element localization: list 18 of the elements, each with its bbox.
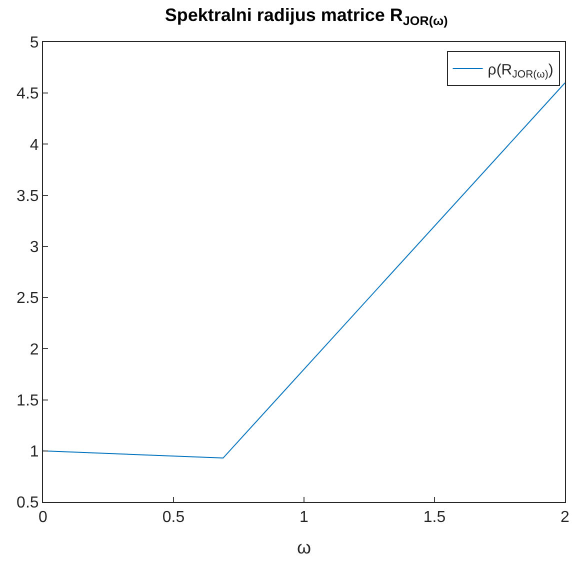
y-tick-label: 0.5 (16, 494, 39, 512)
x-tick-label: 1 (300, 509, 309, 526)
y-tick-label: 1 (30, 443, 39, 460)
y-tick-label: 1.5 (16, 392, 39, 410)
x-tick-label: 2 (560, 509, 570, 526)
y-tick-label: 4 (30, 136, 39, 154)
y-tick-label: 3.5 (16, 188, 39, 205)
chart-title: Spektralni radijus matrice R$_{JOR(ω)}$ (164, 5, 448, 28)
x-tick-label: 0 (38, 509, 48, 526)
y-tick-label: 2 (30, 341, 39, 358)
y-tick-label: 3 (30, 239, 39, 256)
x-axis-title: ω (296, 537, 312, 558)
y-tick-label: 4.5 (16, 86, 39, 103)
y-tick-label: 5 (30, 34, 39, 52)
legend-label: ρ(R$_{JOR(ω)}$) (488, 61, 554, 80)
y-tick-label: 2.5 (16, 290, 39, 308)
x-tick-label: 1.5 (423, 509, 446, 526)
x-tick-label: 0.5 (162, 509, 185, 526)
